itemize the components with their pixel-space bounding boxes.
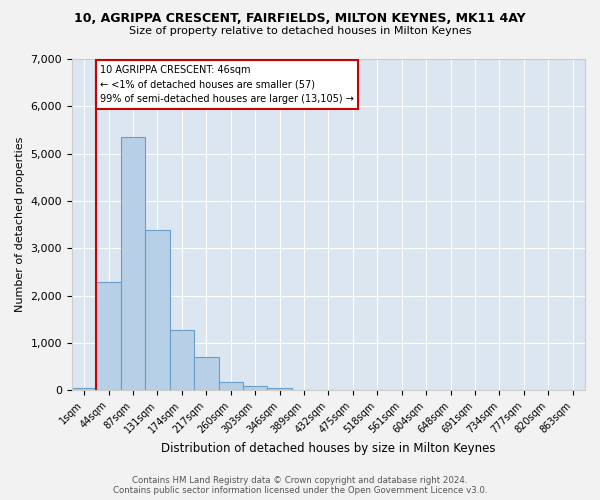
Bar (170, 330, 194, 390)
Bar (194, 357, 218, 390)
Bar (72, 388, 97, 390)
Bar (97, 282, 121, 391)
Bar (121, 137, 145, 390)
Bar (145, 230, 170, 390)
Text: 10 AGRIPPA CRESCENT: 46sqm
← <1% of detached houses are smaller (57)
99% of semi: 10 AGRIPPA CRESCENT: 46sqm ← <1% of deta… (100, 64, 354, 104)
Bar (243, 386, 268, 390)
Bar (268, 388, 292, 390)
Y-axis label: Number of detached properties: Number of detached properties (15, 137, 25, 312)
Text: Contains HM Land Registry data © Crown copyright and database right 2024.
Contai: Contains HM Land Registry data © Crown c… (113, 476, 487, 495)
Text: Size of property relative to detached houses in Milton Keynes: Size of property relative to detached ho… (129, 26, 471, 36)
Bar (218, 382, 243, 390)
Text: 10, AGRIPPA CRESCENT, FAIRFIELDS, MILTON KEYNES, MK11 4AY: 10, AGRIPPA CRESCENT, FAIRFIELDS, MILTON… (74, 12, 526, 25)
X-axis label: Distribution of detached houses by size in Milton Keynes: Distribution of detached houses by size … (161, 442, 496, 455)
